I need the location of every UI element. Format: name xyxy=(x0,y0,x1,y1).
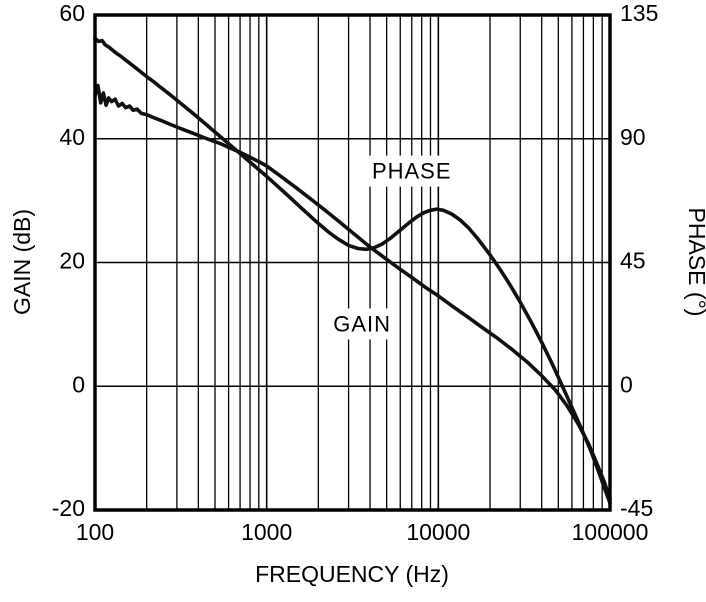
plot-border xyxy=(93,13,612,512)
gain-curve xyxy=(93,83,612,501)
left-tick-label: 40 xyxy=(59,124,85,150)
left-tick-label: -20 xyxy=(52,495,85,521)
right-tick-label: 135 xyxy=(620,0,658,26)
phase-label-background xyxy=(365,155,458,187)
x-axis-tick-labels: 100 1000 10000 100000 xyxy=(76,519,649,545)
right-axis-title: PHASE (°) xyxy=(684,208,706,317)
left-tick-label: 0 xyxy=(72,371,85,397)
left-axis-tick-labels: 60 40 20 0 -20 xyxy=(52,0,85,521)
gain-label-background xyxy=(327,308,398,340)
left-tick-label: 20 xyxy=(59,248,85,274)
x-axis-title: FREQUENCY (Hz) xyxy=(255,561,449,587)
right-tick-label: 45 xyxy=(620,248,646,274)
right-axis-tick-labels: 135 90 45 0 -45 xyxy=(620,0,658,521)
x-tick-label: 100000 xyxy=(572,519,649,545)
curve-annotations: PHASE GAIN xyxy=(327,155,458,340)
x-tick-label: 10000 xyxy=(406,519,470,545)
x-tick-label: 100 xyxy=(76,519,114,545)
right-tick-label: 0 xyxy=(620,371,633,397)
grid-lines xyxy=(95,15,610,510)
gain-curve-label: GAIN xyxy=(333,311,391,336)
right-tick-label: 90 xyxy=(620,124,646,150)
left-tick-label: 60 xyxy=(59,0,85,26)
curves xyxy=(93,36,612,505)
phase-curve xyxy=(93,36,612,505)
x-tick-label: 1000 xyxy=(241,519,292,545)
left-axis-title: GAIN (dB) xyxy=(9,209,35,315)
phase-curve-label: PHASE xyxy=(372,159,452,184)
right-tick-label: -45 xyxy=(620,495,653,521)
